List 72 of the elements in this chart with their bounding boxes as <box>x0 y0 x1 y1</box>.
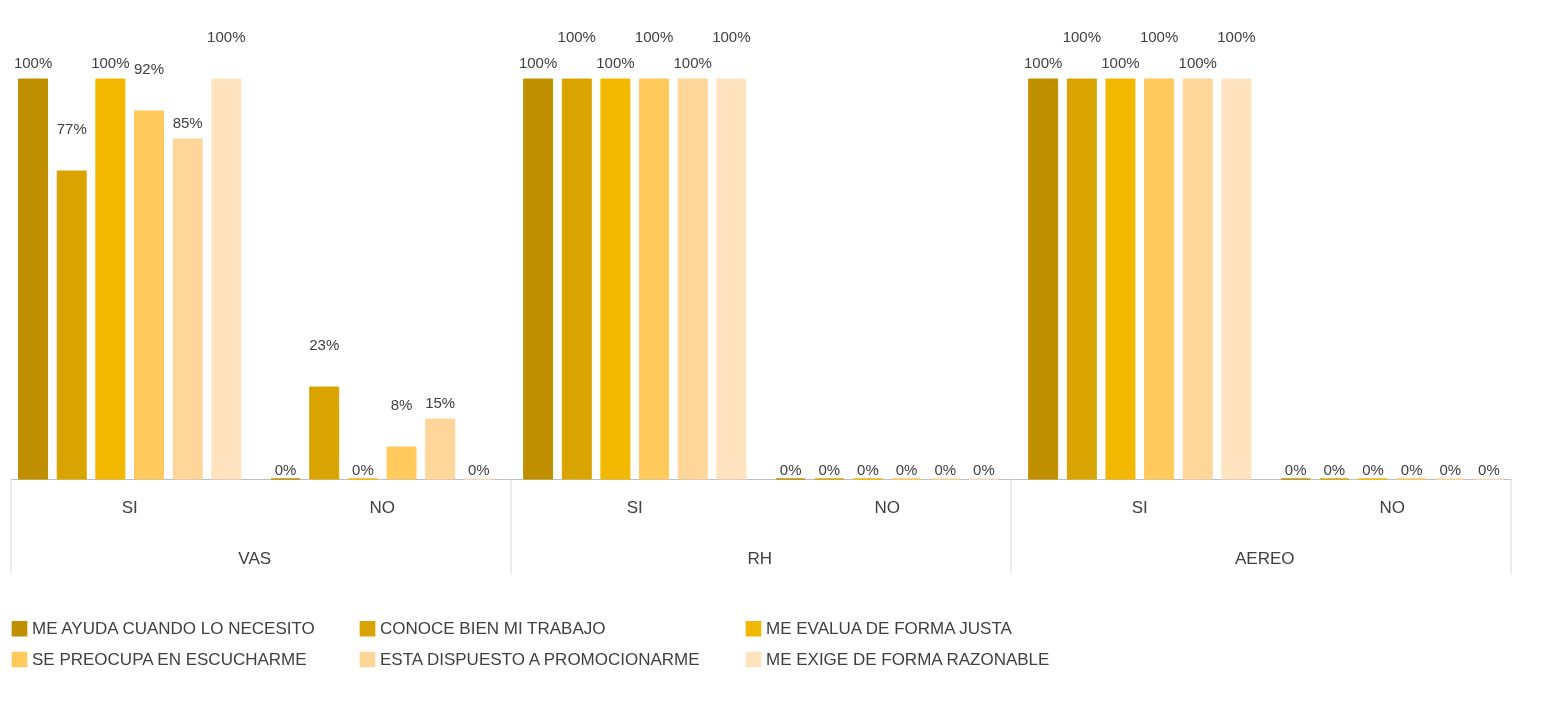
data-label: 0% <box>1478 461 1500 478</box>
bar <box>18 78 49 480</box>
data-label: 0% <box>779 461 802 478</box>
bar <box>1182 78 1213 480</box>
bar <box>677 78 708 480</box>
data-label: 100% <box>557 28 596 45</box>
data-label: 0% <box>818 461 841 478</box>
data-label: 85% <box>172 114 203 131</box>
bar <box>309 386 340 480</box>
legend-label: CONOCE BIEN MI TRABAJO <box>380 618 606 638</box>
text: RH <box>747 549 773 568</box>
data-label: 100% <box>1101 54 1140 71</box>
data-label: 0% <box>274 461 297 478</box>
bar <box>1066 78 1097 480</box>
data-label: 100% <box>518 54 558 71</box>
data-label: 0% <box>1400 461 1423 478</box>
data-label: 15% <box>425 394 456 411</box>
data-label: 0% <box>1284 461 1307 478</box>
data-label: 100% <box>13 54 53 71</box>
data-label: 0% <box>467 461 490 478</box>
bar <box>1028 78 1059 480</box>
data-label: 0% <box>1362 461 1384 478</box>
x-tick-label: SI <box>1131 497 1148 517</box>
data-label: 92% <box>133 60 165 77</box>
x-tick-label: NO <box>369 497 395 517</box>
bar <box>1144 78 1175 480</box>
bar <box>211 78 242 480</box>
data-label: 100% <box>207 28 246 45</box>
legend-label: SE PREOCUPA EN ESCUCHARME <box>32 649 307 669</box>
data-label: 100% <box>596 54 635 71</box>
legend-label: ME AYUDA CUANDO LO NECESITO <box>32 618 315 638</box>
data-label: 100% <box>634 28 674 45</box>
bar <box>1221 78 1252 480</box>
bar <box>386 446 417 480</box>
bar <box>95 78 126 480</box>
bar <box>523 78 554 480</box>
bar <box>600 78 631 480</box>
data-label: 100% <box>1178 54 1217 71</box>
legend-label: ME EXIGE DE FORMA RAZONABLE <box>766 649 1050 669</box>
data-label: 100% <box>91 54 130 71</box>
data-label: 100% <box>712 28 751 45</box>
text: VAS <box>238 549 272 568</box>
bar <box>561 78 592 480</box>
bar <box>1105 78 1136 480</box>
text: AEREO <box>1235 549 1295 568</box>
data-label: 0% <box>973 461 995 478</box>
bar <box>56 170 87 480</box>
x-tick-label: SI <box>121 497 138 517</box>
bar <box>425 418 456 480</box>
legend-label: ESTA DISPUESTO A PROMOCIONARME <box>380 649 700 669</box>
data-label: 100% <box>1023 54 1063 71</box>
data-label: 0% <box>352 461 374 478</box>
bar <box>639 78 670 480</box>
data-label: 0% <box>934 461 957 478</box>
x-tick-label: NO <box>1379 497 1406 517</box>
data-label: 0% <box>895 461 918 478</box>
legend-label: ME EVALUA DE FORMA JUSTA <box>766 618 1013 638</box>
data-label: 100% <box>1139 28 1179 45</box>
data-label: 77% <box>56 120 87 137</box>
data-label: 23% <box>309 336 340 353</box>
bar <box>172 138 203 480</box>
bar <box>134 110 164 480</box>
x-tick-label: NO <box>874 497 901 517</box>
data-label: 0% <box>857 461 879 478</box>
bar <box>716 78 747 480</box>
data-label: 0% <box>1323 461 1346 478</box>
data-label: 100% <box>673 54 712 71</box>
x-tick-label: SI <box>626 497 643 517</box>
data-label: 8% <box>390 396 413 413</box>
data-label: 0% <box>1439 461 1462 478</box>
data-label: 100% <box>1062 28 1101 45</box>
data-label: 100% <box>1217 28 1256 45</box>
